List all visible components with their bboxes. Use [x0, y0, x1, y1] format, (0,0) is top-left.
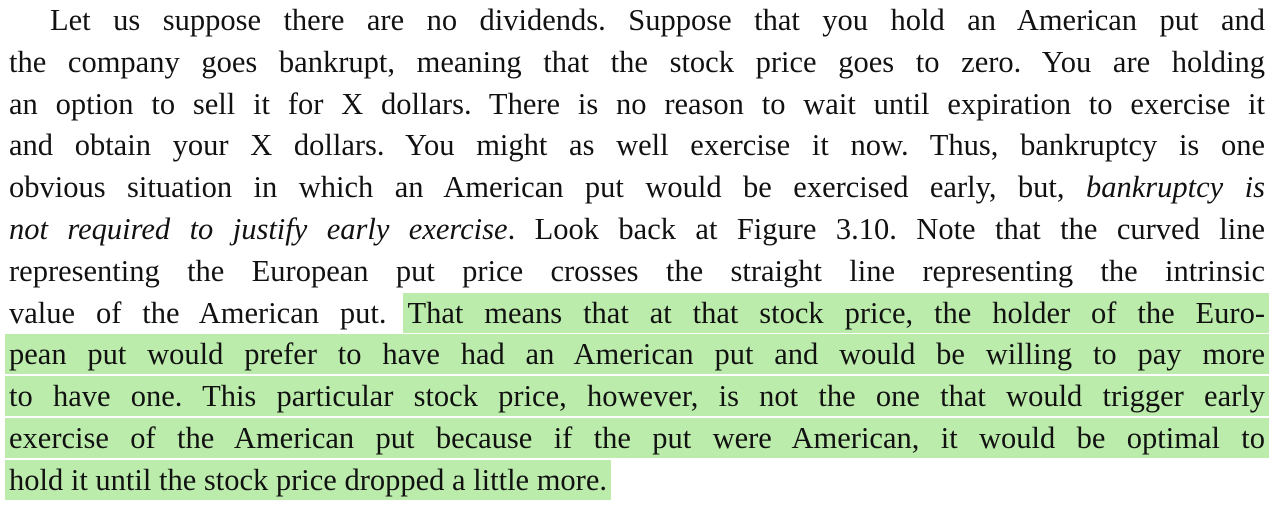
- text-segment: value of the American put.: [9, 295, 408, 330]
- text-segment: an option to sell it for X dollars. Ther…: [9, 86, 1265, 121]
- text-line: the company goes bankrupt, meaning that …: [9, 42, 1265, 84]
- text-line: Let us suppose there are no dividends. S…: [9, 0, 1265, 42]
- highlighted-text[interactable]: to have one. This particular stock price…: [5, 376, 1269, 417]
- text-segment: the company goes bankrupt, meaning that …: [9, 44, 1265, 79]
- highlighted-text[interactable]: hold it until the stock price dropped a …: [5, 459, 611, 500]
- italic-text-segment: bankruptcy is: [1085, 170, 1265, 205]
- text-line: to have one. This particular stock price…: [5, 376, 1269, 418]
- document-page: Let us suppose there are no dividends. S…: [5, 0, 1269, 502]
- highlighted-text[interactable]: That means that at that stock price, the…: [403, 292, 1269, 333]
- text-line: value of the American put. That means th…: [9, 292, 1269, 335]
- highlighted-text[interactable]: exercise of the American put because if …: [5, 417, 1269, 458]
- text-segment: obvious situation in which an American p…: [9, 170, 1086, 205]
- italic-text-segment: not required to justify early exercise: [9, 211, 508, 246]
- highlighted-text[interactable]: pean put would prefer to have had an Ame…: [5, 334, 1269, 375]
- text-line: obvious situation in which an American p…: [9, 167, 1265, 209]
- text-line: pean put would prefer to have had an Ame…: [5, 334, 1269, 376]
- text-segment: representing the European put price cros…: [9, 253, 1265, 288]
- text-segment: Let us suppose there are no dividends. S…: [50, 3, 1265, 37]
- text-line: and obtain your X dollars. You might as …: [9, 125, 1265, 167]
- text-line: representing the European put price cros…: [9, 251, 1265, 293]
- text-line: not required to justify early exercise. …: [9, 209, 1265, 251]
- text-line: exercise of the American put because if …: [5, 417, 1269, 460]
- text-line: an option to sell it for X dollars. Ther…: [9, 84, 1265, 126]
- text-line: hold it until the stock price dropped a …: [5, 459, 1265, 502]
- text-segment: . Look back at Figure 3.10. Note that th…: [507, 211, 1265, 246]
- text-segment: and obtain your X dollars. You might as …: [9, 128, 1265, 163]
